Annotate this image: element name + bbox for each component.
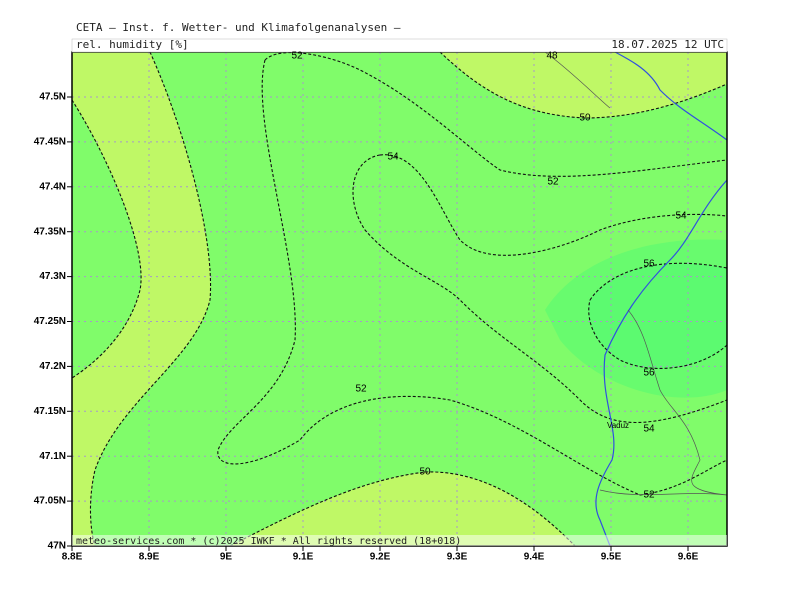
y-tick-label: 47.05N (34, 496, 66, 507)
x-tick-label: 9.3E (447, 552, 468, 563)
grid (72, 52, 727, 546)
y-tick-label: 47.35N (34, 226, 66, 237)
title: CETA — Inst. f. Wetter- und Klimafolgena… (76, 21, 401, 34)
contour-label: 56 (643, 259, 655, 270)
x-tick-label: 9.5E (601, 552, 622, 563)
footer-bar (72, 535, 727, 546)
x-tick-label: 9.6E (678, 552, 699, 563)
y-tick-label: 47.15N (34, 406, 66, 417)
contours (72, 52, 727, 546)
borders (544, 52, 727, 546)
contour-label: 50 (419, 467, 431, 478)
place-label: Vaduz (607, 421, 629, 430)
y-tick-label: 47.45N (34, 137, 66, 148)
x-tick-label: 8.9E (139, 552, 160, 563)
y-tick-label: 47.4N (39, 181, 66, 192)
contour-label: 54 (675, 211, 687, 222)
header-bar (71, 38, 728, 53)
contour-label: 50 (579, 113, 591, 124)
y-tick-label: 47.1N (39, 451, 66, 462)
footer: meteo-services.com * (c)2025 IWKF * All … (76, 536, 461, 547)
y-tick-label: 47.2N (39, 361, 66, 372)
x-tick-label: 9.2E (370, 552, 391, 563)
x-tick-label: 8.8E (62, 552, 83, 563)
contour-label: 52 (643, 490, 655, 501)
map-fill (72, 52, 727, 546)
y-tick-label: 47.5N (39, 92, 66, 103)
y-tick-label: 47.3N (39, 271, 66, 282)
y-tick-label: 47.25N (34, 316, 66, 327)
x-tick-label: 9E (220, 552, 233, 563)
x-tick-label: 9.1E (293, 552, 314, 563)
contour-labels: 48 52 50 54 52 54 56 52 56 54 50 52 (291, 51, 687, 501)
contour-label: 54 (387, 152, 399, 163)
x-tick-label: 9.4E (524, 552, 545, 563)
contour-label: 52 (355, 384, 367, 395)
y-tick-label: 47N (48, 541, 66, 552)
contour-label: 52 (291, 51, 303, 62)
date: 18.07.2025 12 UTC (611, 38, 724, 51)
contour-label: 52 (547, 177, 559, 188)
contour-label: 54 (643, 424, 655, 435)
subtitle: rel. humidity [%] (76, 38, 189, 51)
contour-label: 48 (546, 51, 558, 62)
contour-label: 56 (643, 368, 655, 379)
